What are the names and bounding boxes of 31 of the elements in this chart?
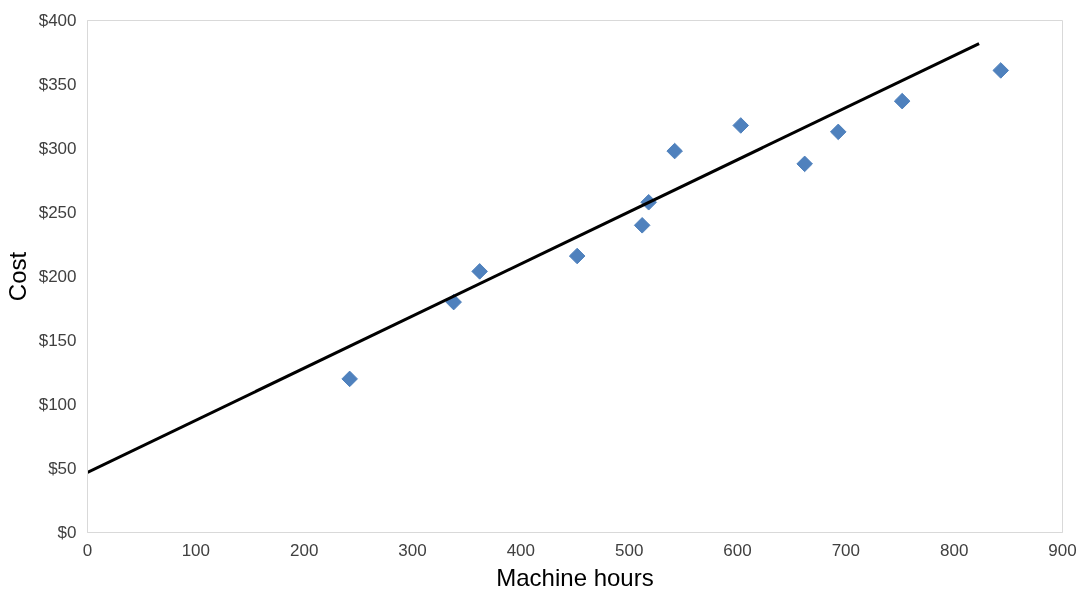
point [992,62,1010,79]
x-tick-label: 400 [506,540,536,560]
y-tick-label: $350 [38,75,77,94]
y-tick-label: $150 [38,331,77,350]
point [829,123,847,141]
y-tick-label: $100 [38,395,77,414]
x-tick-label: 300 [398,540,427,560]
x-tick-label: 800 [939,540,969,560]
point [633,217,651,234]
point [732,117,750,134]
x-tick-label: 700 [831,540,861,560]
y-tick-label: $250 [38,203,77,222]
x-tick-label: 0 [82,540,93,560]
x-tick-label: 900 [1048,540,1077,560]
point [568,247,586,265]
point [666,142,683,160]
y-tick-label: $0 [57,523,77,542]
x-tick-label: 100 [181,540,211,560]
point [893,92,911,110]
y-axis-title: Cost [3,251,31,302]
y-tick-label: $400 [38,11,77,30]
y-tick-label: $50 [48,459,77,478]
x-tick-label: 200 [289,540,319,560]
y-tick-label: $200 [38,267,77,286]
point [796,155,813,173]
y-tick-label: $300 [38,139,77,158]
point [341,370,358,388]
x-tick-label: 600 [723,540,752,560]
x-axis-title: Machine hours [496,563,654,591]
point [471,263,488,280]
x-tick-label: 500 [614,540,644,560]
